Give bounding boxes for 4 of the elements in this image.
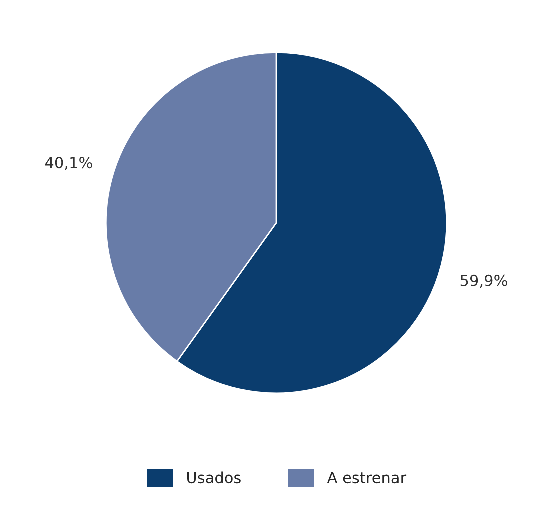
data-label: 59,9% [460,274,508,288]
data-label: 40,1% [45,157,92,170]
legend-label: Usados [187,472,241,484]
legend-label: A estrenar [327,472,407,484]
